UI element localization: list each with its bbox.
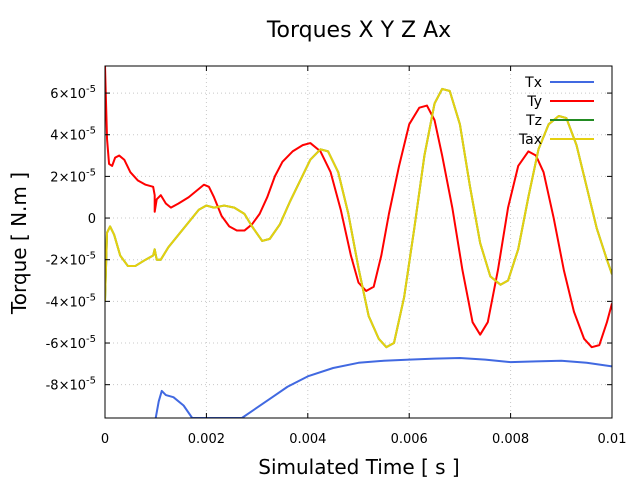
- grid: [105, 66, 612, 418]
- y-tick-label: -2×10-5: [46, 251, 96, 269]
- plot-series: [105, 66, 612, 418]
- legend-label-tx: Tx: [524, 75, 542, 91]
- x-tick-label: 0.006: [391, 432, 428, 447]
- axis-ticks: 0 0.002 0.004 0.006 0.008 0.01 6×10-5 4×10-5 2×1…: [46, 66, 627, 447]
- legend-label-ty: Ty: [526, 94, 542, 110]
- series-line-tax: [105, 87, 612, 349]
- x-axis-label: Simulated Time [ s ]: [258, 455, 459, 479]
- y-axis-label: Torque [ N.m ]: [7, 172, 31, 315]
- legend-label-tax: Tax: [518, 132, 542, 148]
- y-tick-label: -4×10-5: [46, 292, 96, 310]
- x-tick-label: 0.008: [492, 432, 529, 447]
- y-tick-label: 6×10-5: [50, 84, 96, 102]
- plot-frame: [104, 65, 613, 419]
- x-tick-label: 0.002: [188, 432, 225, 447]
- legend: Tx Ty Tz Tax: [518, 75, 594, 148]
- y-tick-label: 0: [88, 212, 96, 227]
- y-tick-label: -6×10-5: [46, 334, 96, 352]
- y-tick-label: 2×10-5: [50, 167, 96, 185]
- plot-border: [104, 65, 613, 419]
- x-tick-label: 0.004: [289, 432, 326, 447]
- series-line-tx: [154, 357, 612, 418]
- series-line-ty: [105, 66, 612, 349]
- legend-label-tz: Tz: [525, 113, 542, 129]
- chart-title: Torques X Y Z Ax: [266, 18, 451, 43]
- x-tick-label: 0.01: [598, 432, 627, 447]
- y-tick-label: -8×10-5: [46, 376, 96, 394]
- y-tick-label: 4×10-5: [50, 126, 96, 144]
- x-tick-label: 0: [101, 432, 109, 447]
